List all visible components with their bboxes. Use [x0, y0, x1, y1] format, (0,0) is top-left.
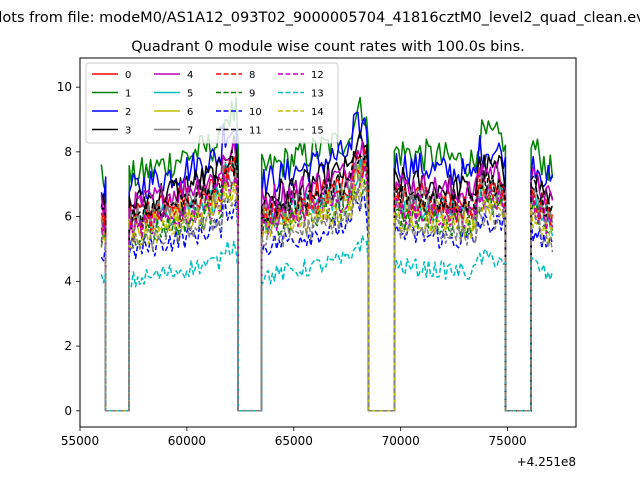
legend-label: 3 [125, 126, 131, 137]
legend-label: 14 [311, 107, 324, 118]
legend-label: 8 [249, 70, 255, 81]
legend-label: 10 [249, 107, 262, 118]
legend-label: 2 [125, 107, 131, 118]
series-line-15 [100, 184, 554, 412]
series-line-11 [100, 149, 554, 412]
legend-label: 0 [125, 70, 131, 81]
x-tick-label: 65000 [275, 434, 313, 448]
legend-label: 15 [311, 126, 324, 137]
plot-frame [79, 57, 577, 428]
y-tick-label: 0 [64, 404, 72, 418]
legend-label: 12 [311, 70, 324, 81]
x-tick-label: 60000 [168, 434, 206, 448]
series-line-12 [100, 165, 554, 412]
series-line-13 [100, 234, 554, 412]
legend-label: 6 [187, 107, 193, 118]
legend-label: 9 [249, 89, 255, 100]
legend-box [85, 62, 339, 144]
legend-label: 4 [187, 70, 193, 81]
axes-layer: 55000 60000 65000 70000 75000 0 2 4 6 8 10 [57, 80, 527, 448]
legend-label: 5 [187, 89, 193, 100]
y-tick-label: 6 [64, 210, 72, 224]
legend-label: 1 [125, 89, 131, 100]
y-tick-label: 10 [57, 80, 72, 94]
legend-label: 7 [187, 126, 193, 137]
chart-title: Quadrant 0 module wise count rates with … [131, 39, 525, 55]
y-tick-label: 2 [64, 339, 72, 353]
x-tick-label: 70000 [382, 434, 420, 448]
series-line-4 [100, 139, 554, 412]
series-line-8 [100, 160, 554, 412]
x-tick-label: 75000 [488, 434, 526, 448]
legend-label: 13 [311, 89, 324, 100]
y-tick-label: 8 [64, 145, 72, 159]
figure-suptitle: Plots from file: modeM0/AS1A12_093T02_90… [0, 10, 640, 26]
x-tick-label: 55000 [61, 434, 99, 448]
legend-label: 11 [249, 126, 262, 137]
y-tick-label: 4 [64, 274, 72, 288]
series-line-14 [100, 177, 554, 412]
x-offset-label: +4.251e8 [517, 455, 576, 469]
